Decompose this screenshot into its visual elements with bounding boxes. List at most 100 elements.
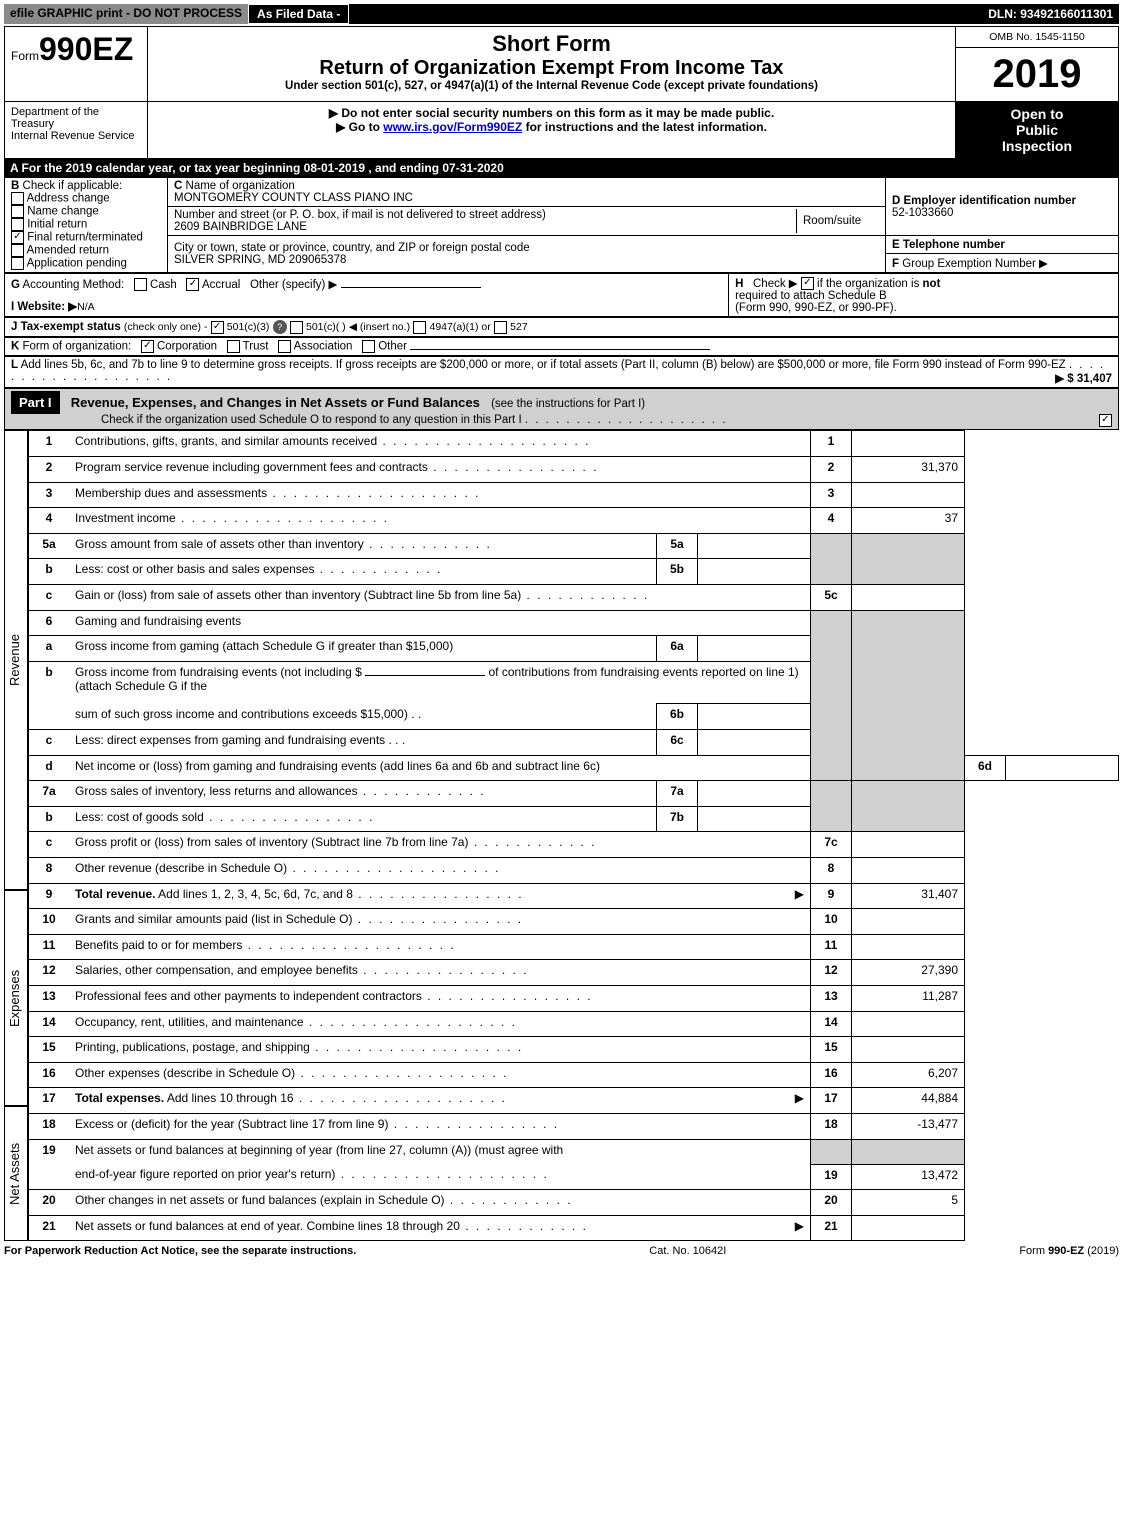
- line12-num: 12: [29, 960, 70, 986]
- line4-amt: 37: [852, 508, 965, 534]
- line-5a: 5a Gross amount from sale of assets othe…: [29, 533, 1119, 559]
- box-h-text4: (Form 990, 990-EZ, or 990-PF).: [735, 302, 1112, 314]
- opt-final-return: Final return/terminated: [27, 232, 143, 244]
- line-19-2: end-of-year figure reported on prior yea…: [29, 1164, 1119, 1190]
- help-icon[interactable]: ?: [273, 320, 287, 334]
- checkbox-other-org[interactable]: [362, 340, 375, 353]
- checkbox-address-change[interactable]: [11, 192, 24, 205]
- box-b-checkif: Check if applicable:: [23, 180, 123, 192]
- title-short: Short Form: [154, 31, 949, 57]
- box-k-text: Form of organization:: [23, 341, 132, 353]
- line-14: 14 Occupancy, rent, utilities, and maint…: [29, 1011, 1119, 1037]
- line6b-desc2: sum of such gross income and contributio…: [75, 707, 408, 721]
- line6c-sub: 6c: [657, 730, 698, 756]
- checkbox-h[interactable]: ✓: [801, 277, 814, 290]
- line6-desc: Gaming and fundraising events: [69, 610, 811, 636]
- checkbox-schedule-o[interactable]: ✓: [1099, 414, 1112, 427]
- line3-box: 3: [811, 482, 852, 508]
- dln-label: DLN: 93492166011301: [988, 7, 1119, 21]
- line7a-num: 7a: [29, 781, 70, 807]
- line6c-num: c: [29, 730, 70, 756]
- line2-num: 2: [29, 457, 70, 483]
- checkbox-527[interactable]: [494, 321, 507, 334]
- line6d-box: 6d: [965, 755, 1006, 781]
- line-9: 9 Total revenue. Add lines 1, 2, 3, 4, 5…: [29, 883, 1119, 909]
- opt-4947: 4947(a)(1) or: [429, 321, 490, 333]
- checkbox-4947[interactable]: [413, 321, 426, 334]
- box-h-not: not: [923, 278, 941, 290]
- dept-treasury: Department of the Treasury: [11, 106, 141, 130]
- line8-box: 8: [811, 858, 852, 884]
- line20-box: 20: [811, 1190, 852, 1216]
- line-3: 3 Membership dues and assessments 3: [29, 482, 1119, 508]
- opt-initial-return: Initial return: [27, 219, 87, 231]
- opt-corporation: Corporation: [157, 341, 217, 353]
- opt-amended-return: Amended return: [27, 245, 109, 257]
- line14-desc: Occupancy, rent, utilities, and maintena…: [75, 1015, 304, 1029]
- irs-link[interactable]: www.irs.gov/Form990EZ: [383, 120, 522, 134]
- box-g-text: Accounting Method:: [23, 279, 125, 291]
- line-21: 21 Net assets or fund balances at end of…: [29, 1215, 1119, 1241]
- line16-box: 16: [811, 1062, 852, 1088]
- open-to-public: Open to Public Inspection: [956, 102, 1119, 159]
- checkbox-final-return[interactable]: ✓: [11, 231, 24, 244]
- box-c-label: C: [174, 180, 182, 192]
- checkbox-initial-return[interactable]: [11, 218, 24, 231]
- form-prefix: Form: [11, 49, 39, 63]
- checkbox-accrual[interactable]: ✓: [186, 278, 199, 291]
- line17-desc2: Add lines 10 through 16: [167, 1091, 294, 1105]
- header-table: Form990EZ Short Form Return of Organizat…: [4, 26, 1119, 159]
- open3: Inspection: [962, 138, 1112, 154]
- line4-num: 4: [29, 508, 70, 534]
- line7a-sub: 7a: [657, 781, 698, 807]
- line21-amt: [852, 1215, 965, 1241]
- part1-label: Part I: [11, 391, 60, 414]
- main-lines-container: Revenue Expenses Net Assets 1 Contributi…: [4, 430, 1119, 1241]
- line2-desc: Program service revenue including govern…: [75, 460, 428, 474]
- open2: Public: [962, 122, 1112, 138]
- checkbox-trust[interactable]: [227, 340, 240, 353]
- title-under: Under section 501(c), 527, or 4947(a)(1)…: [154, 80, 949, 92]
- instr-ssn: ▶ Do not enter social security numbers o…: [154, 106, 949, 120]
- line9-desc2: Add lines 1, 2, 3, 4, 5c, 6d, 7c, and 8: [158, 887, 353, 901]
- line11-box: 11: [811, 934, 852, 960]
- line18-num: 18: [29, 1113, 70, 1139]
- footer-right: Form 990-EZ (2019): [1019, 1245, 1119, 1257]
- checkbox-501c3[interactable]: ✓: [211, 321, 224, 334]
- line18-box: 18: [811, 1113, 852, 1139]
- line-7a: 7a Gross sales of inventory, less return…: [29, 781, 1119, 807]
- line-7c: c Gross profit or (loss) from sales of i…: [29, 832, 1119, 858]
- line13-box: 13: [811, 986, 852, 1012]
- opt-501c3: 501(c)(3): [227, 321, 270, 333]
- box-g-label: G: [11, 279, 20, 291]
- line13-desc: Professional fees and other payments to …: [75, 989, 422, 1003]
- checkbox-corp[interactable]: ✓: [141, 340, 154, 353]
- line15-amt: [852, 1037, 965, 1063]
- part1-paren: (see the instructions for Part I): [491, 398, 645, 410]
- ein-value: 52-1033660: [892, 207, 1112, 219]
- checkbox-assoc[interactable]: [278, 340, 291, 353]
- checkbox-name-change[interactable]: [11, 205, 24, 218]
- line16-num: 16: [29, 1062, 70, 1088]
- box-f-arrow: ▶: [1039, 258, 1048, 270]
- line15-box: 15: [811, 1037, 852, 1063]
- footer-cat: Cat. No. 10642I: [649, 1245, 726, 1257]
- line7b-desc: Less: cost of goods sold: [75, 810, 204, 824]
- checkbox-cash[interactable]: [134, 278, 147, 291]
- line-5c: c Gain or (loss) from sale of assets oth…: [29, 585, 1119, 611]
- footer-right-pre: Form: [1019, 1245, 1048, 1257]
- checkbox-amended-return[interactable]: [11, 244, 24, 257]
- opt-trust: Trust: [243, 341, 269, 353]
- line1-num: 1: [29, 431, 70, 457]
- line9-amt: 31,407: [852, 883, 965, 909]
- line8-desc: Other revenue (describe in Schedule O): [75, 861, 287, 875]
- line5a-desc: Gross amount from sale of assets other t…: [75, 537, 364, 551]
- checkbox-application-pending[interactable]: [11, 257, 24, 270]
- top-bar: efile GRAPHIC print - DO NOT PROCESS As …: [4, 4, 1119, 24]
- line6d-desc: Net income or (loss) from gaming and fun…: [69, 755, 811, 781]
- line7c-desc: Gross profit or (loss) from sales of inv…: [75, 835, 468, 849]
- box-c-city-label: City or town, state or province, country…: [174, 242, 879, 254]
- line21-box: 21: [811, 1215, 852, 1241]
- checkbox-501c[interactable]: [290, 321, 303, 334]
- line4-desc: Investment income: [75, 511, 176, 525]
